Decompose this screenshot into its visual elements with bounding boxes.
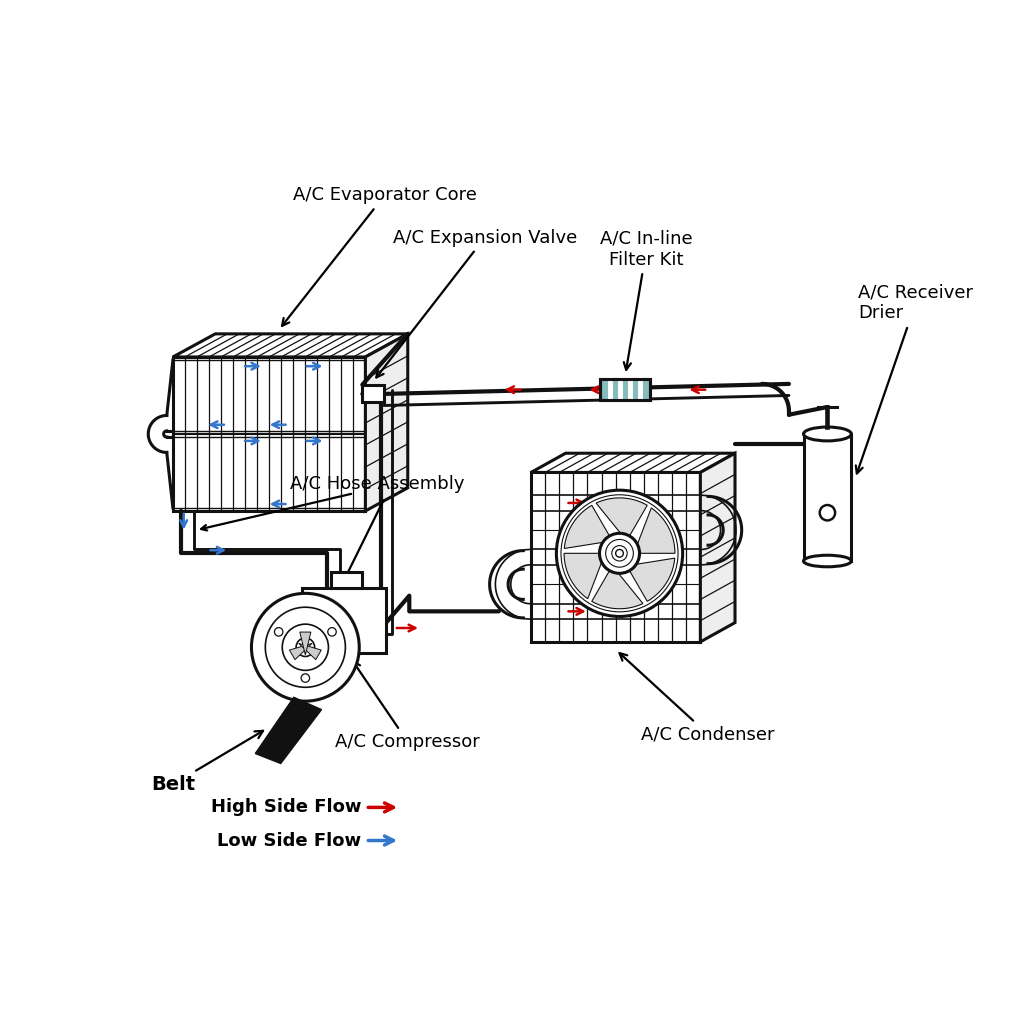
Text: A/C Hose Assembly: A/C Hose Assembly — [290, 475, 464, 493]
Polygon shape — [366, 334, 408, 511]
Polygon shape — [255, 697, 322, 764]
Ellipse shape — [804, 427, 851, 441]
Text: A/C Condenser: A/C Condenser — [620, 653, 775, 743]
Circle shape — [599, 534, 640, 573]
Polygon shape — [362, 385, 384, 402]
Text: A/C Compressor: A/C Compressor — [336, 662, 480, 751]
Circle shape — [615, 550, 624, 557]
Polygon shape — [290, 643, 312, 659]
Polygon shape — [531, 472, 700, 642]
Circle shape — [819, 505, 836, 520]
Text: A/C Receiver
Drier: A/C Receiver Drier — [856, 284, 973, 473]
Circle shape — [328, 628, 336, 636]
Polygon shape — [596, 498, 647, 539]
Circle shape — [252, 593, 359, 701]
Circle shape — [274, 628, 283, 636]
Polygon shape — [564, 553, 603, 599]
Polygon shape — [600, 379, 650, 400]
Ellipse shape — [804, 555, 851, 567]
Circle shape — [611, 546, 628, 561]
Text: A/C Evaporator Core: A/C Evaporator Core — [282, 186, 476, 326]
Polygon shape — [173, 334, 408, 357]
Circle shape — [556, 490, 683, 616]
Polygon shape — [592, 568, 643, 608]
Polygon shape — [636, 508, 675, 553]
Polygon shape — [700, 454, 735, 642]
Circle shape — [301, 674, 309, 682]
Polygon shape — [564, 505, 611, 549]
Text: A/C In-line
Filter Kit: A/C In-line Filter Kit — [600, 229, 693, 370]
Polygon shape — [301, 588, 386, 653]
Text: Belt: Belt — [151, 731, 263, 794]
Polygon shape — [531, 454, 735, 472]
Circle shape — [296, 638, 314, 656]
Circle shape — [265, 607, 345, 687]
Polygon shape — [300, 632, 311, 655]
Polygon shape — [628, 558, 675, 601]
Polygon shape — [331, 572, 361, 588]
Polygon shape — [804, 434, 851, 561]
Text: A/C Expansion Valve: A/C Expansion Valve — [377, 228, 577, 378]
Polygon shape — [299, 643, 322, 659]
Polygon shape — [173, 357, 366, 511]
Circle shape — [283, 625, 329, 671]
Text: Low Side Flow: Low Side Flow — [217, 831, 361, 850]
Circle shape — [605, 540, 634, 567]
Text: High Side Flow: High Side Flow — [211, 799, 361, 816]
